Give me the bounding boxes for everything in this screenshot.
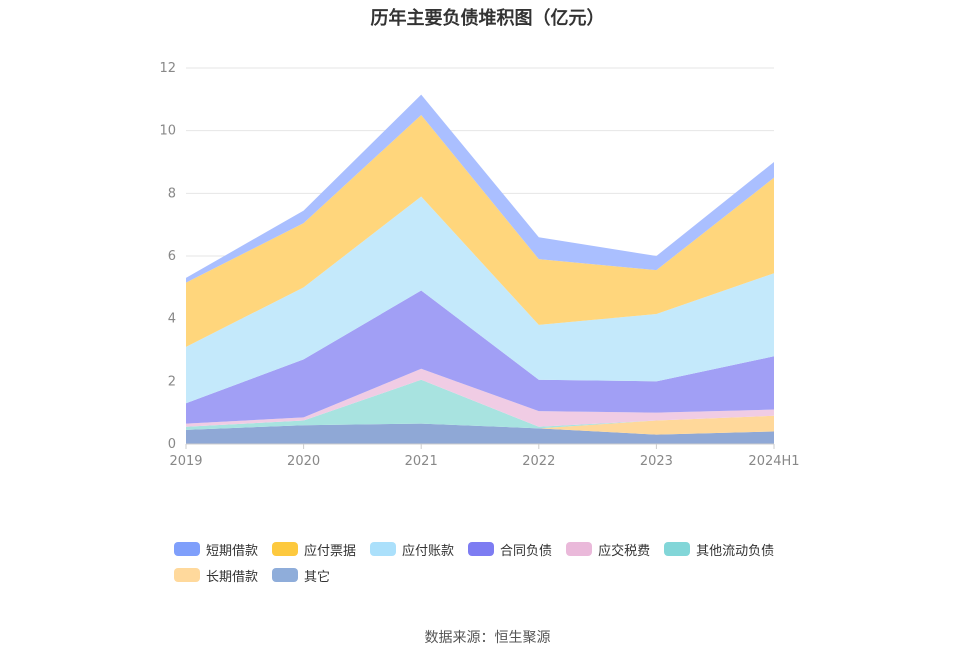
legend-item[interactable]: 合同负债 [468, 540, 553, 559]
y-axis-labels: 0 2 4 6 8 10 12 [159, 61, 176, 452]
legend-label: 应交税费 [598, 543, 651, 559]
legend-item[interactable]: 其它 [272, 566, 331, 585]
chart-title: 历年主要负债堆积图（亿元） [370, 8, 605, 29]
area-应付账款 [186, 196, 774, 404]
legend-label: 其它 [304, 569, 331, 585]
area-合同负债 [186, 290, 774, 424]
area-应付票据 [186, 115, 774, 347]
y-tick-label: 8 [168, 186, 176, 201]
data-source: 数据来源：恒生聚源 [424, 630, 551, 646]
legend-swatch [174, 568, 200, 582]
y-tick-label: 12 [159, 61, 176, 76]
legend-item[interactable]: 长期借款 [174, 566, 259, 585]
legend-label: 应付账款 [402, 543, 455, 559]
x-axis [185, 443, 775, 449]
x-tick-label: 2022 [522, 454, 555, 469]
legend-item[interactable]: 应付账款 [370, 540, 455, 559]
legend-label: 其他流动负债 [696, 543, 775, 559]
legend-item[interactable]: 短期借款 [174, 540, 259, 559]
area-series [186, 94, 774, 444]
x-tick-label: 2019 [169, 454, 202, 469]
legend-item[interactable]: 应交税费 [566, 540, 651, 559]
area-长期借款 [186, 415, 774, 435]
legend-label: 长期借款 [206, 569, 259, 585]
x-axis-labels: 2019 2020 2021 2022 2023 2024H1 [169, 454, 799, 469]
legend-swatch [370, 542, 397, 556]
area-其他流动负债 [186, 379, 774, 430]
area-其它 [186, 423, 774, 444]
legend-item[interactable]: 其他流动负债 [664, 540, 775, 559]
area-应交税费 [186, 368, 774, 427]
x-tick-label: 2024H1 [748, 454, 799, 469]
legend: 短期借款 应付票据 应付账款 合同负债 应交税费 其他流动负债长期借款 其它 [174, 540, 814, 592]
legend-swatch [272, 568, 299, 582]
legend-swatch [272, 542, 299, 556]
legend-item[interactable]: 应付票据 [272, 540, 357, 559]
legend-label: 合同负债 [500, 543, 553, 559]
y-tick-label: 2 [168, 374, 176, 389]
legend-swatch [566, 542, 593, 556]
x-tick-label: 2021 [405, 454, 438, 469]
legend-swatch [664, 542, 691, 556]
legend-swatch [174, 542, 200, 556]
y-tick-label: 10 [159, 124, 176, 139]
y-tick-label: 0 [168, 437, 176, 452]
y-tick-label: 6 [168, 249, 176, 264]
legend-swatch [468, 542, 495, 556]
y-tick-label: 4 [168, 312, 176, 327]
stacked-area-chart: 0 2 4 6 8 10 12 2019 2020 2021 2022 2023 2024H1 [159, 61, 799, 469]
x-tick-label: 2020 [287, 454, 320, 469]
legend-label: 应付票据 [304, 543, 357, 559]
x-tick-label: 2023 [640, 454, 673, 469]
legend-label: 短期借款 [206, 543, 259, 559]
